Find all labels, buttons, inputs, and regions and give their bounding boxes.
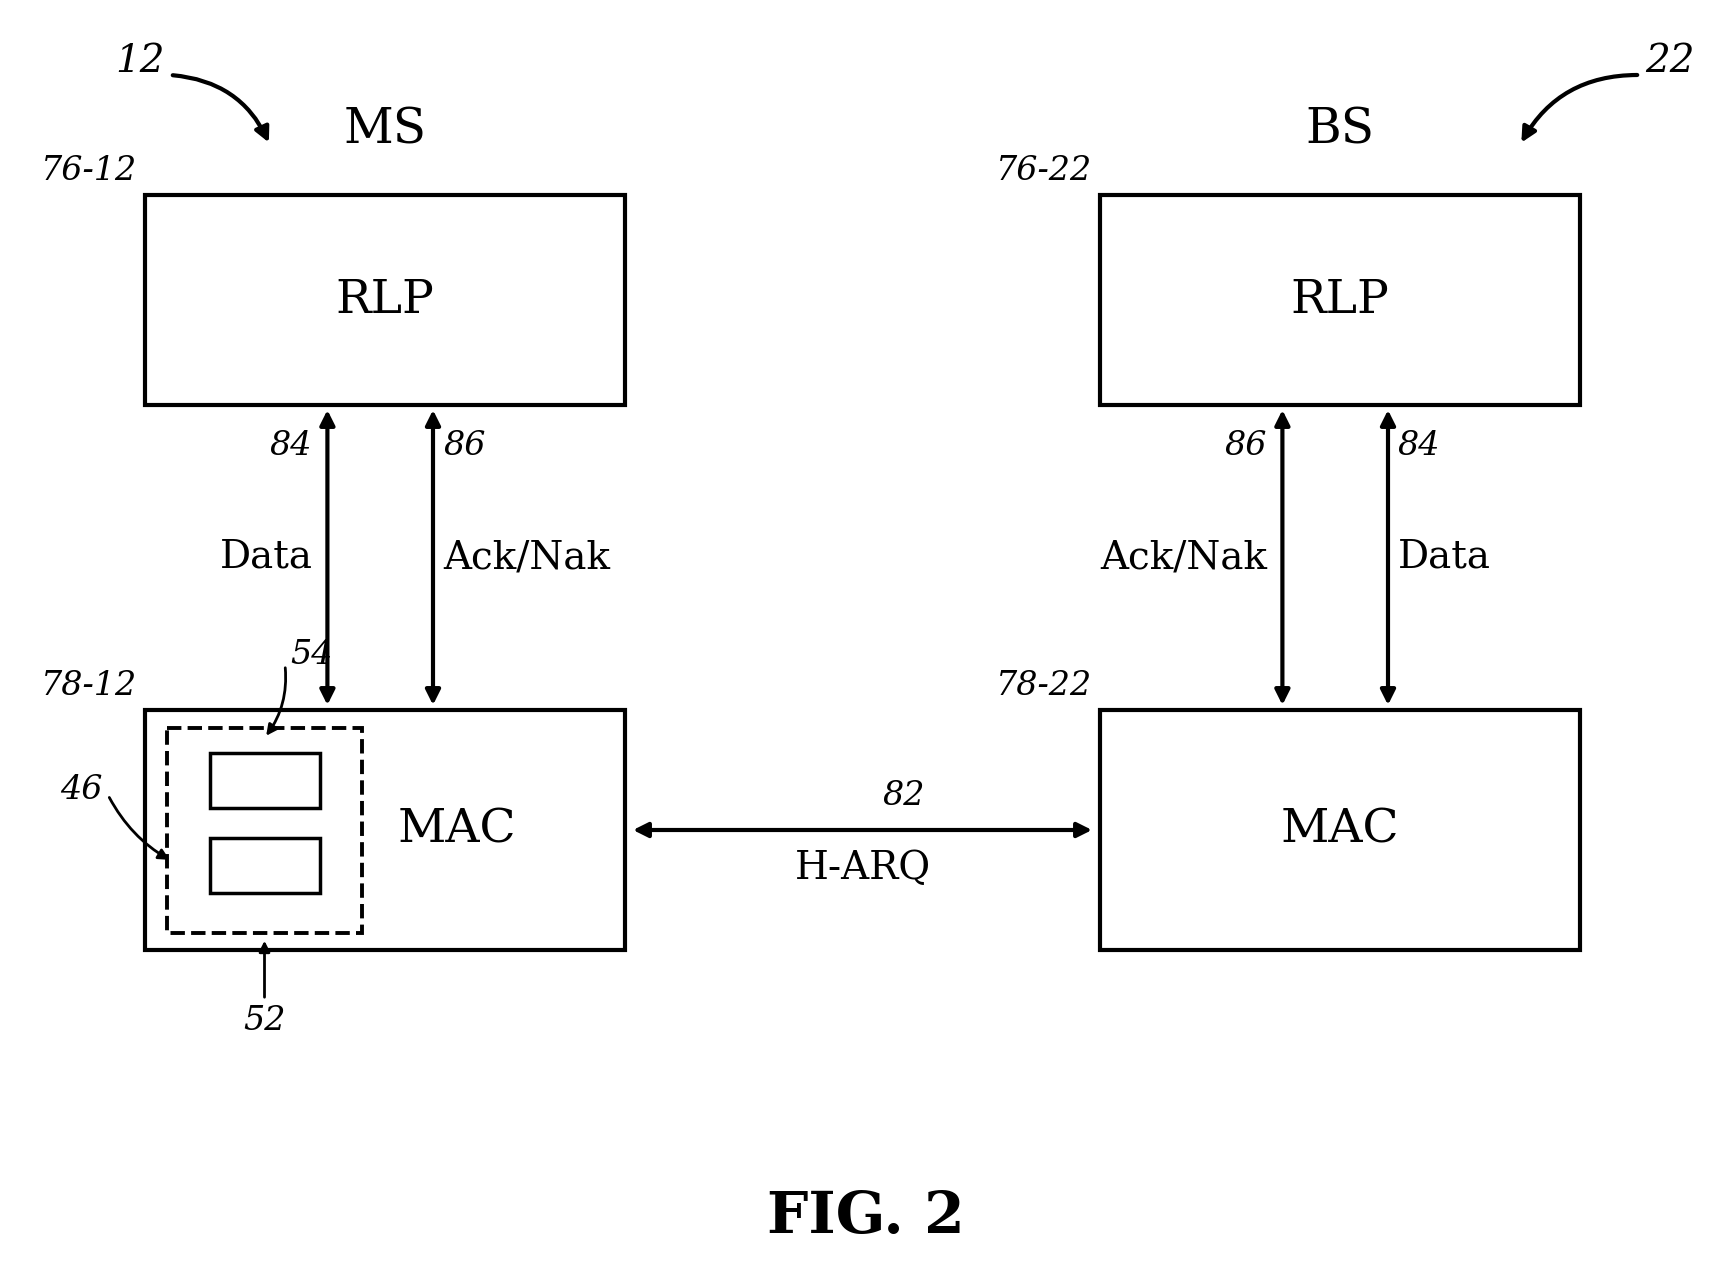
Text: 76-12: 76-12 xyxy=(42,155,137,186)
Text: 46: 46 xyxy=(61,774,102,806)
Text: 52: 52 xyxy=(242,1005,286,1037)
Text: Ack/Nak: Ack/Nak xyxy=(1100,539,1268,576)
Text: 12: 12 xyxy=(116,43,165,80)
Bar xyxy=(145,710,625,950)
FancyArrowPatch shape xyxy=(109,797,166,858)
Text: Data: Data xyxy=(220,539,312,576)
Bar xyxy=(210,753,319,808)
Bar xyxy=(145,195,625,405)
Text: MAC: MAC xyxy=(1280,807,1399,853)
Text: MS: MS xyxy=(343,106,426,153)
Text: 78-22: 78-22 xyxy=(996,670,1091,702)
Bar xyxy=(210,838,319,893)
Text: 22: 22 xyxy=(1645,43,1694,80)
Text: H-ARQ: H-ARQ xyxy=(795,850,930,888)
FancyArrowPatch shape xyxy=(260,944,268,997)
Text: 82: 82 xyxy=(883,780,925,812)
Text: 54: 54 xyxy=(289,638,333,670)
Text: Data: Data xyxy=(1398,539,1491,576)
Text: Ack/Nak: Ack/Nak xyxy=(443,539,610,576)
Bar xyxy=(1100,195,1580,405)
Text: 86: 86 xyxy=(1225,430,1268,462)
Text: RLP: RLP xyxy=(336,277,435,323)
Text: RLP: RLP xyxy=(1290,277,1389,323)
FancyArrowPatch shape xyxy=(1524,75,1637,138)
Text: MAC: MAC xyxy=(398,807,516,853)
FancyArrowPatch shape xyxy=(173,75,267,138)
Text: 84: 84 xyxy=(270,430,312,462)
Text: 78-12: 78-12 xyxy=(42,670,137,702)
Text: 86: 86 xyxy=(443,430,485,462)
Text: FIG. 2: FIG. 2 xyxy=(767,1189,965,1245)
Bar xyxy=(166,728,362,933)
Text: BS: BS xyxy=(1306,106,1375,153)
Text: 76-22: 76-22 xyxy=(996,155,1091,186)
Text: 84: 84 xyxy=(1398,430,1441,462)
FancyArrowPatch shape xyxy=(268,668,286,733)
Bar xyxy=(1100,710,1580,950)
